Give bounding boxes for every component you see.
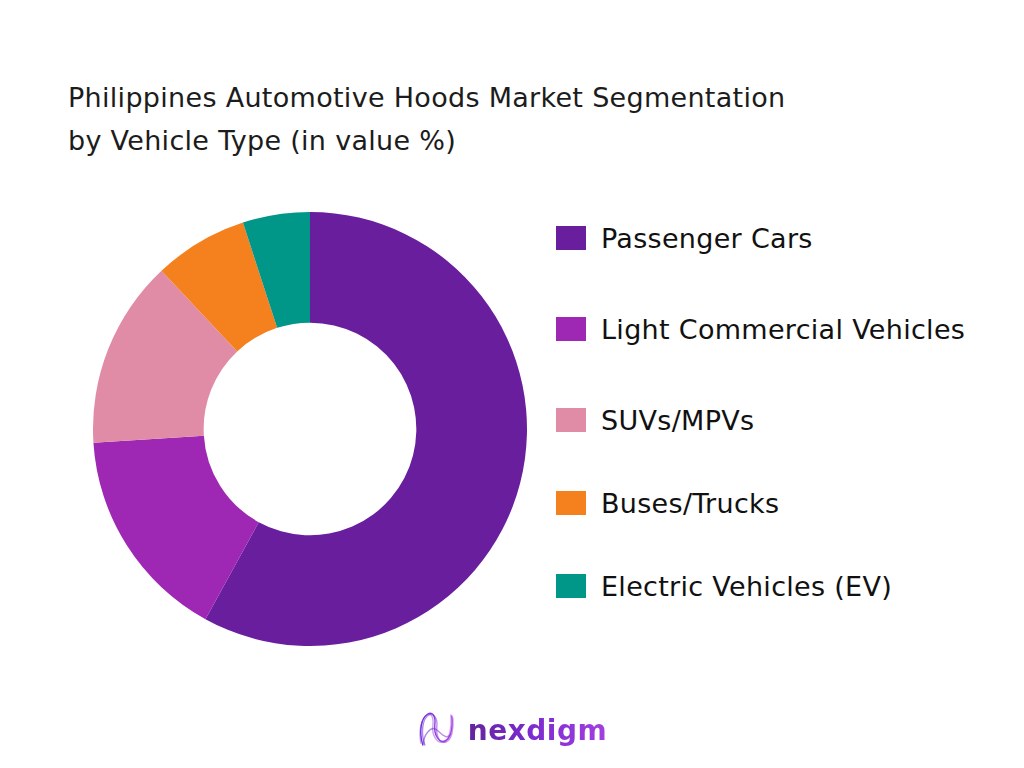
legend-label: Electric Vehicles (EV) — [601, 571, 892, 602]
brand-logo: nexdigm — [417, 710, 607, 750]
legend-item-electric-vehicles-ev: Electric Vehicles (EV) — [556, 572, 892, 600]
chart-title-line2: by Vehicle Type (in value %) — [68, 119, 968, 162]
legend-swatch — [556, 226, 586, 250]
chart-title: Philippines Automotive Hoods Market Segm… — [68, 76, 968, 162]
legend-label: Passenger Cars — [601, 223, 813, 254]
legend-swatch — [556, 317, 586, 341]
donut-chart — [93, 212, 527, 646]
nexdigm-string-n-logo-icon — [417, 710, 459, 750]
page: Philippines Automotive Hoods Market Segm… — [0, 0, 1024, 768]
donut-chart-svg — [93, 212, 527, 646]
legend-item-buses-trucks: Buses/Trucks — [556, 489, 779, 517]
legend-swatch — [556, 491, 586, 515]
legend-label: Light Commercial Vehicles — [601, 314, 965, 345]
legend-swatch — [556, 574, 586, 598]
legend-item-suvs-mpvs: SUVs/MPVs — [556, 406, 754, 434]
legend-item-light-commercial-vehicles: Light Commercial Vehicles — [556, 315, 965, 343]
legend-item-passenger-cars: Passenger Cars — [556, 224, 813, 252]
brand-name: nexdigm — [468, 714, 607, 747]
chart-title-line1: Philippines Automotive Hoods Market Segm… — [68, 76, 968, 119]
legend-label: SUVs/MPVs — [601, 405, 754, 436]
legend-label: Buses/Trucks — [601, 488, 779, 519]
legend-swatch — [556, 408, 586, 432]
